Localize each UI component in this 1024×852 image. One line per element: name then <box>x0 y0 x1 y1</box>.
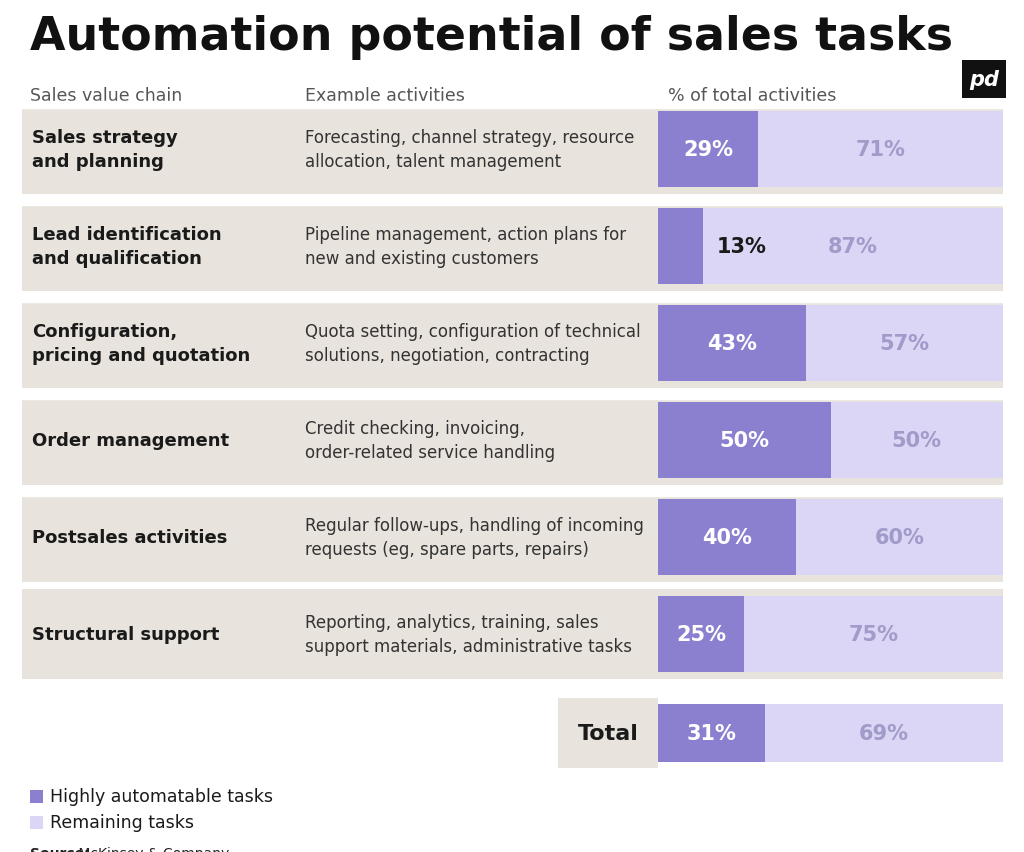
Text: Remaining tasks: Remaining tasks <box>50 813 194 831</box>
FancyBboxPatch shape <box>658 704 765 763</box>
Text: Configuration,
pricing and quotation: Configuration, pricing and quotation <box>32 322 250 365</box>
FancyBboxPatch shape <box>22 590 1002 679</box>
FancyBboxPatch shape <box>558 698 658 769</box>
Text: Example activities: Example activities <box>305 87 465 105</box>
FancyBboxPatch shape <box>962 61 1006 99</box>
Text: 60%: 60% <box>874 527 925 547</box>
FancyBboxPatch shape <box>658 306 1002 382</box>
FancyBboxPatch shape <box>22 492 1002 582</box>
Text: 87%: 87% <box>828 237 878 256</box>
FancyBboxPatch shape <box>22 105 1002 195</box>
Text: Postsales activities: Postsales activities <box>32 528 227 546</box>
Text: 75%: 75% <box>849 625 899 644</box>
FancyBboxPatch shape <box>658 704 1002 763</box>
Text: 25%: 25% <box>676 625 726 644</box>
FancyBboxPatch shape <box>658 596 744 672</box>
FancyBboxPatch shape <box>30 815 43 828</box>
Text: Quota setting, configuration of technical
solutions, negotiation, contracting: Quota setting, configuration of technica… <box>305 322 641 365</box>
Text: Forecasting, channel strategy, resource
allocation, talent management: Forecasting, channel strategy, resource … <box>305 129 635 171</box>
FancyBboxPatch shape <box>658 112 758 187</box>
FancyBboxPatch shape <box>658 499 1002 575</box>
Text: Source:: Source: <box>30 846 90 852</box>
FancyBboxPatch shape <box>658 112 1002 187</box>
FancyBboxPatch shape <box>658 403 1002 478</box>
Text: 40%: 40% <box>702 527 752 547</box>
Text: Reporting, analytics, training, sales
support materials, administrative tasks: Reporting, analytics, training, sales su… <box>305 613 632 655</box>
Text: McKinsey & Company: McKinsey & Company <box>74 846 229 852</box>
FancyBboxPatch shape <box>30 790 43 803</box>
Text: Lead identification
and qualification: Lead identification and qualification <box>32 226 221 268</box>
Text: Sales value chain: Sales value chain <box>30 87 182 105</box>
FancyBboxPatch shape <box>658 596 1002 672</box>
Text: 29%: 29% <box>683 140 733 160</box>
Text: Order management: Order management <box>32 431 229 450</box>
Text: 31%: 31% <box>686 723 736 743</box>
Text: 43%: 43% <box>708 334 757 354</box>
Text: Sales strategy
and planning: Sales strategy and planning <box>32 129 178 171</box>
FancyBboxPatch shape <box>22 202 1002 291</box>
FancyBboxPatch shape <box>22 395 1002 486</box>
Text: 50%: 50% <box>892 430 942 451</box>
FancyBboxPatch shape <box>22 299 1002 389</box>
FancyBboxPatch shape <box>658 209 1002 285</box>
Text: Credit checking, invoicing,
order-related service handling: Credit checking, invoicing, order-relate… <box>305 419 555 462</box>
Text: pd: pd <box>969 70 999 90</box>
Text: Total: Total <box>578 723 638 743</box>
FancyBboxPatch shape <box>658 209 702 285</box>
Text: Automation potential of sales tasks: Automation potential of sales tasks <box>30 15 953 60</box>
Text: Pipeline management, action plans for
new and existing customers: Pipeline management, action plans for ne… <box>305 226 626 268</box>
Text: 71%: 71% <box>856 140 905 160</box>
Text: Regular follow-ups, handling of incoming
requests (eg, spare parts, repairs): Regular follow-ups, handling of incoming… <box>305 516 644 559</box>
Text: 57%: 57% <box>880 334 930 354</box>
FancyBboxPatch shape <box>658 403 830 478</box>
Text: 50%: 50% <box>719 430 769 451</box>
FancyBboxPatch shape <box>658 499 796 575</box>
FancyBboxPatch shape <box>658 306 806 382</box>
Text: Highly automatable tasks: Highly automatable tasks <box>50 787 273 805</box>
Text: 69%: 69% <box>859 723 909 743</box>
Text: 13%: 13% <box>717 237 767 256</box>
Text: % of total activities: % of total activities <box>668 87 837 105</box>
Text: Structural support: Structural support <box>32 625 219 643</box>
